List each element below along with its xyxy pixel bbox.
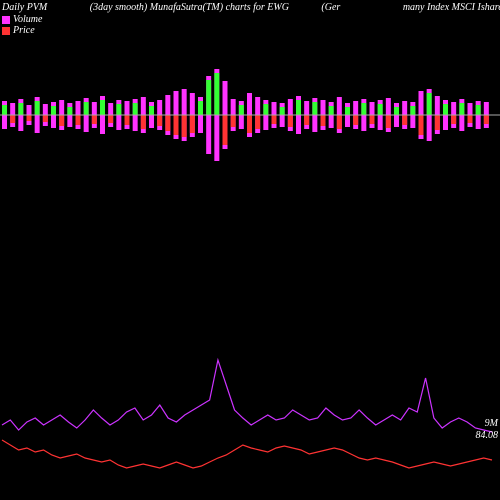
top-bar-chart [0, 40, 500, 190]
bar-body [84, 102, 89, 115]
bar-body [394, 107, 399, 115]
bar-body [337, 115, 342, 129]
bar-body [18, 103, 23, 115]
bar-body [296, 100, 301, 115]
bar-body [427, 93, 432, 115]
bar-body [35, 101, 40, 115]
bar-body [468, 115, 473, 123]
right-label-bottom: 84.08 [476, 430, 499, 441]
bar-body [321, 115, 326, 126]
right-label-top: 9M [485, 418, 498, 429]
bar-body [476, 105, 481, 115]
bar-body [410, 106, 415, 115]
legend-price: Price [2, 25, 42, 36]
volume-line [2, 360, 492, 432]
chart-header: Daily PVM (3day smooth) MunafaSutra(TM) … [0, 2, 500, 13]
bar-body [280, 107, 285, 115]
bar-body [361, 103, 366, 115]
bar-body [157, 115, 162, 126]
bar-body [125, 115, 130, 125]
bar-body [353, 115, 358, 125]
bar-body [272, 115, 277, 124]
bar-body [190, 115, 195, 133]
bar-body [214, 73, 219, 115]
bar-body [223, 115, 228, 145]
bar-body [255, 115, 260, 129]
bar-body [206, 80, 211, 115]
bar-body [459, 103, 464, 115]
bar-body [108, 115, 113, 123]
price-line [2, 440, 492, 468]
header-mid1: (3day smooth) MunafaSutra(TM) charts for… [90, 2, 289, 13]
legend-price-label: Price [13, 25, 35, 36]
bar-body [378, 104, 383, 115]
volume-swatch [2, 16, 10, 24]
bar-body [239, 105, 244, 115]
header-mid2: (Ger [321, 2, 340, 13]
bar-body [198, 101, 203, 115]
bottom-line-chart [0, 250, 500, 500]
bar-body [370, 115, 375, 124]
header-right: many Index MSCI Ishares) MunafaSu [403, 2, 500, 13]
bar-body [27, 115, 32, 121]
bar-body [43, 115, 48, 122]
bar-body [435, 115, 440, 130]
bar-body [76, 115, 81, 125]
legend-volume: Volume [2, 14, 42, 25]
bar-body [116, 104, 121, 115]
bar-body [165, 115, 170, 131]
bar-body [312, 102, 317, 115]
bar-body [231, 115, 236, 127]
bar-body [2, 105, 7, 115]
bar-body [329, 106, 334, 115]
bar-body [402, 115, 407, 125]
bar-body [67, 107, 72, 115]
header-left: Daily PVM [2, 2, 47, 13]
bar-body [92, 115, 97, 124]
bar-body [174, 115, 179, 135]
bar-body [345, 107, 350, 115]
bar-body [263, 104, 268, 115]
legend-volume-label: Volume [13, 14, 42, 25]
bar-body [51, 106, 56, 115]
legend: Volume Price [2, 14, 42, 36]
bar-body [100, 100, 105, 115]
bar-body [386, 115, 391, 128]
bar-body [141, 115, 146, 129]
bar-body [419, 115, 424, 135]
bar-body [133, 103, 138, 115]
bar-body [304, 115, 309, 125]
price-swatch [2, 27, 10, 35]
bar-body [149, 106, 154, 115]
bar-body [59, 115, 64, 126]
chart-container: { "header": { "left": "Daily PVM", "mid1… [0, 0, 500, 500]
bar-body [182, 115, 187, 137]
bar-body [484, 115, 489, 124]
bar-body [247, 115, 252, 133]
bar-body [451, 115, 456, 124]
bar-body [443, 104, 448, 115]
bar-body [10, 115, 15, 123]
bar-body [288, 115, 293, 127]
